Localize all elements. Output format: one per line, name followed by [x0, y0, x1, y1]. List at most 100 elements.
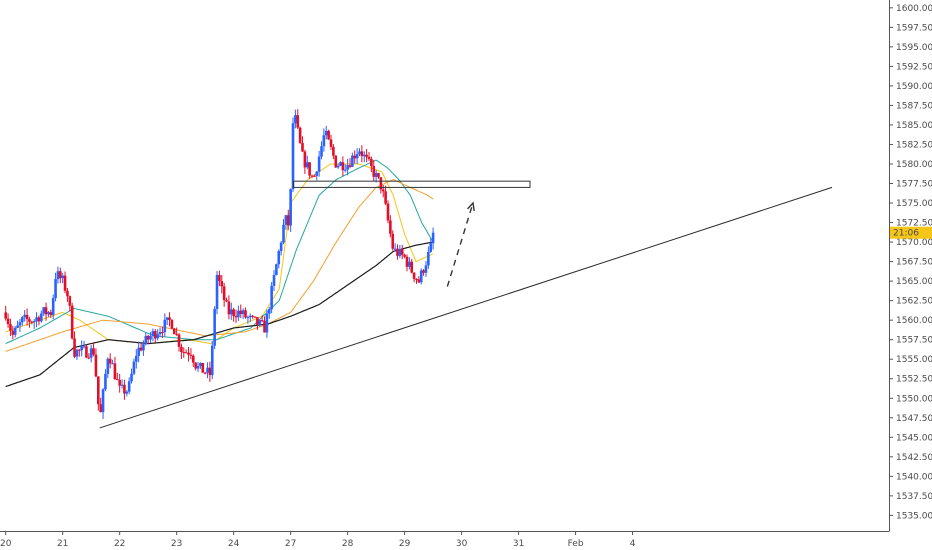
candle-body — [389, 220, 392, 234]
time-tick-label: 31 — [513, 539, 524, 549]
candle-body — [341, 162, 345, 171]
current-price-tag: 21:06 — [890, 226, 932, 239]
price-tick-label: 1545.000 — [896, 433, 932, 443]
candle-body — [365, 154, 368, 157]
price-tick-label: 1562.500 — [896, 297, 932, 307]
price-tick-label: 1535.000 — [896, 511, 932, 521]
candle-body — [351, 155, 354, 167]
candle-body — [265, 313, 269, 333]
candle-body — [310, 175, 314, 177]
candle-body — [408, 261, 411, 267]
candle-body — [184, 352, 188, 354]
candle-body — [277, 251, 281, 265]
price-tick-label: 1570.000 — [896, 238, 932, 248]
candle-body — [28, 319, 31, 322]
resistance-zone — [292, 180, 531, 188]
candle-body — [99, 404, 102, 413]
candle-body — [37, 317, 41, 322]
candlesticks — [4, 109, 435, 419]
drawings — [99, 180, 833, 429]
price-tick-label: 1550.000 — [896, 394, 932, 404]
candle-body — [332, 146, 335, 156]
candle-body — [49, 312, 53, 316]
candle-body — [104, 374, 107, 390]
candle-body — [146, 335, 150, 340]
candle-body — [158, 332, 162, 335]
candle-body — [284, 215, 288, 225]
candle-body — [410, 261, 414, 273]
candle-body — [320, 146, 323, 157]
candle-body — [215, 275, 219, 310]
candle-body — [263, 320, 266, 333]
price-tick-label: 1542.500 — [896, 453, 932, 463]
candle-body — [298, 127, 302, 144]
time-tick-label: 21 — [57, 539, 68, 549]
candle-body — [360, 151, 364, 157]
candle-body — [111, 363, 114, 365]
candle-body — [208, 367, 212, 376]
candle-body — [101, 389, 105, 413]
candle-body — [118, 379, 121, 386]
candle-body — [6, 318, 10, 325]
candle-body — [153, 331, 157, 339]
candle-body — [374, 173, 378, 177]
moving-average-line — [5, 179, 434, 352]
time-tick-label: 4 — [630, 539, 636, 549]
candle-body — [270, 285, 273, 310]
candle-body — [393, 248, 397, 250]
candle-body — [42, 307, 45, 314]
candle-body — [267, 309, 271, 314]
candle-body — [151, 331, 155, 337]
candle-body — [258, 320, 262, 326]
candle-body — [362, 154, 366, 157]
time-axis[interactable]: 20 21 22 23 24 27 28 29 30 31 Feb 4 — [0, 531, 890, 550]
candle-body — [308, 162, 311, 176]
price-tick-label: 1585.000 — [896, 121, 932, 131]
candle-body — [324, 130, 328, 136]
candle-body — [322, 135, 326, 147]
price-tick-label: 1540.000 — [896, 472, 932, 482]
price-axis[interactable]: 1535.000 1537.500 1540.000 1542.500 1545.000… — [889, 0, 932, 550]
candle-body — [40, 313, 43, 322]
candle-body — [78, 349, 81, 351]
candle-body — [61, 275, 64, 279]
candle-body — [422, 270, 425, 273]
candle-body — [248, 315, 252, 318]
candle-body — [4, 312, 7, 319]
candle-body — [172, 328, 176, 335]
candle-body — [73, 338, 76, 357]
candle-body — [313, 175, 316, 177]
candle-body — [92, 348, 95, 355]
candle-body — [170, 320, 174, 329]
candle-body — [396, 248, 399, 256]
candle-body — [63, 275, 67, 291]
candle-body — [189, 354, 193, 356]
candle-body — [97, 376, 100, 405]
candle-body — [253, 316, 257, 318]
time-tick-label: Feb — [568, 539, 584, 549]
candle-body — [25, 314, 29, 320]
price-tick-label: 1537.500 — [896, 492, 932, 502]
candle-body — [139, 347, 143, 351]
time-tick-label: 22 — [114, 539, 125, 549]
candle-body — [182, 352, 186, 354]
candle-body — [175, 334, 178, 336]
candle-body — [367, 156, 371, 159]
candle-body — [18, 322, 22, 326]
candle-body — [213, 309, 216, 346]
candle-body — [82, 346, 86, 348]
candle-body — [56, 271, 60, 280]
projection-arrow-head — [467, 201, 475, 212]
candle-body — [35, 317, 38, 322]
moving-average-line — [5, 241, 434, 388]
candle-body — [130, 373, 133, 382]
candle-body — [89, 348, 93, 358]
price-tick-label: 1547.500 — [896, 414, 932, 424]
candle-body — [405, 256, 409, 267]
candle-body — [225, 300, 228, 302]
candle-body — [427, 251, 430, 266]
candle-body — [372, 166, 376, 177]
candle-body — [168, 317, 171, 321]
candle-body — [234, 316, 238, 318]
